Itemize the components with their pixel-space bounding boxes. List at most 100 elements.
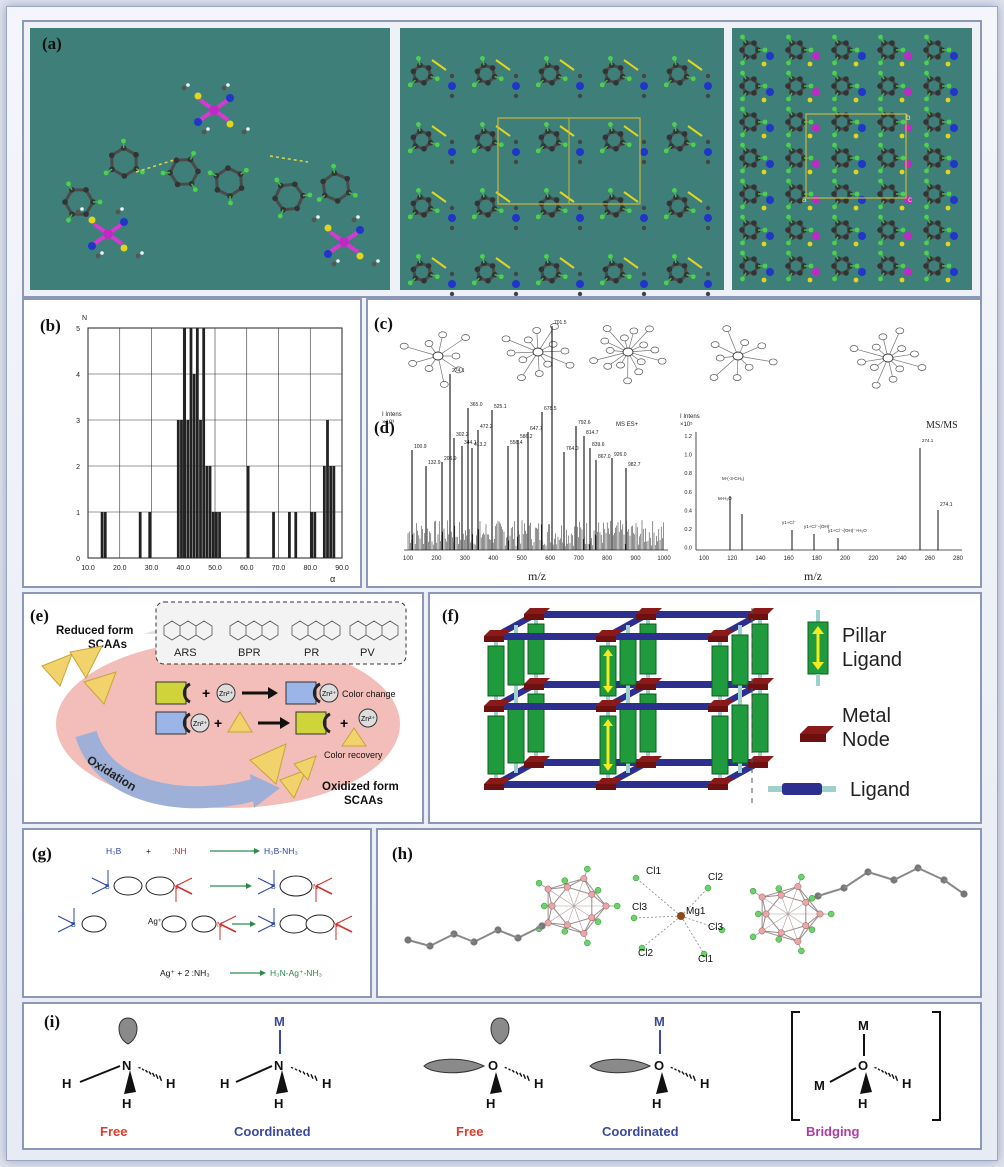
carbon-atom <box>681 263 688 269</box>
carbon-atom <box>513 73 519 79</box>
chlorine-atom <box>561 928 569 935</box>
ms-peak-label: 814.7 <box>586 430 599 436</box>
sulfur-atom <box>945 169 951 175</box>
carbon-atom <box>474 266 481 273</box>
histogram-bar <box>176 420 180 558</box>
panel-e-label: (e) <box>30 606 49 625</box>
sulfur-atom <box>88 216 96 224</box>
fluorine-atom <box>160 170 166 176</box>
caption-coordinated-h2o: Coordinated <box>602 1124 679 1139</box>
hydrogen-atom <box>140 251 144 255</box>
histogram-bar <box>329 466 333 558</box>
histogram-bar <box>103 512 107 558</box>
ortep-atom <box>634 368 644 376</box>
carbon-atom <box>751 162 757 168</box>
fluorine-atom <box>786 240 791 246</box>
sulfur-link <box>687 191 703 203</box>
chlorine-atom <box>749 933 757 941</box>
fluorine-atom <box>434 208 440 214</box>
sulfur-link <box>623 125 639 137</box>
magnesium-atom <box>677 912 685 920</box>
bridging-chlorine <box>632 874 640 882</box>
boron-atom <box>563 883 571 891</box>
fluorine-atom <box>562 208 568 214</box>
carbon-atom <box>410 266 417 273</box>
carbon-atom <box>489 65 496 71</box>
fluorine-atom <box>808 227 814 233</box>
carbon-atom <box>797 112 803 118</box>
fluorine-atom <box>832 70 837 76</box>
carbon-atom <box>410 134 417 141</box>
mg-cl-contact <box>680 915 705 955</box>
mg-cl-contact <box>680 887 709 917</box>
sulfur-link <box>687 59 703 71</box>
fluorine-atom <box>663 82 669 88</box>
metal-or-nitrogen <box>950 196 958 204</box>
carbon-atom <box>421 145 427 152</box>
ms-peak-label: 100.9 <box>414 444 427 450</box>
metal-or-nitrogen <box>858 196 866 204</box>
nitrogen-atom <box>194 118 202 126</box>
metal-node-side <box>636 762 656 768</box>
sulfur-atom <box>853 241 859 247</box>
wedge-bond <box>656 1072 668 1094</box>
nitrogen-atom <box>356 226 364 234</box>
ortep-atom <box>501 335 511 343</box>
nitrogen-atom <box>448 280 456 288</box>
fluorine-atom <box>808 155 814 161</box>
fluorine-atom <box>832 168 837 174</box>
carbon-atom <box>831 119 837 125</box>
fluorine-atom <box>480 253 485 259</box>
sulfur-atom <box>807 61 813 67</box>
atom-symbol: H <box>166 1076 175 1091</box>
fluorine-atom <box>832 142 837 148</box>
ortep-atom <box>623 377 632 385</box>
metal-or-nitrogen <box>950 268 958 276</box>
carbon-atom <box>785 155 791 161</box>
ortep-atom <box>857 358 866 366</box>
ortep-bond <box>627 328 650 353</box>
sulfur-atom <box>356 252 364 260</box>
ortep-atom <box>589 357 598 364</box>
eq2-ag: Ag⁺ <box>148 917 162 926</box>
lewis-acid-base-diagram: H₃B + :NH H₃B-NH₃ B N B N B N B N Ag⁺ Ag⁺ + 2 … <box>57 846 353 978</box>
fluorine-atom <box>854 83 860 89</box>
methyl-carbon <box>331 261 337 267</box>
fluorine-atom <box>562 274 568 280</box>
cell-mark-b: b <box>906 113 911 122</box>
metal-or-nitrogen <box>858 124 866 132</box>
fluorine-atom <box>740 214 745 220</box>
wedge-bond <box>276 1070 288 1094</box>
mg-carborane-structure: Cl1 Cl2 Mg1 Cl3 Cl3 Cl2 Cl1 <box>404 864 968 965</box>
hashed-bond <box>891 1073 895 1080</box>
carbon-atom <box>751 90 757 96</box>
ms-right-ytick: 0.4 <box>684 508 692 514</box>
methyl-carbon <box>201 129 207 135</box>
metal-node <box>484 778 510 784</box>
carbon-atom <box>935 148 941 154</box>
sulfur-atom <box>899 97 905 103</box>
metal-node <box>524 608 550 614</box>
carbon-atom <box>751 220 757 226</box>
carbon-atom <box>785 83 791 89</box>
nh-bond <box>315 885 333 895</box>
metal-node <box>636 608 662 614</box>
fluorine-atom <box>786 250 791 256</box>
fluorine-atom <box>740 70 745 76</box>
ms-peak-label: 926.0 <box>614 452 627 458</box>
hydrogen-atom <box>120 207 124 211</box>
fluorine-atom <box>808 191 814 197</box>
sulfur-link <box>687 125 703 137</box>
fluorine-atom <box>832 240 837 246</box>
y-axis-label: N <box>82 315 87 322</box>
ortep-central-atom <box>622 347 634 357</box>
ortep-atom <box>600 337 610 345</box>
ms-right-ytick: 0.6 <box>684 490 692 496</box>
reaction-row-2: Zn²⁺ + + Zn²⁺ Color recovery <box>155 708 383 760</box>
carbon-atom <box>751 112 757 118</box>
fluorine-atom <box>786 60 791 66</box>
sulfur-atom <box>226 120 234 128</box>
histogram-bar <box>180 420 183 558</box>
ortep-atom <box>650 346 660 354</box>
methyl-carbon <box>135 253 141 259</box>
